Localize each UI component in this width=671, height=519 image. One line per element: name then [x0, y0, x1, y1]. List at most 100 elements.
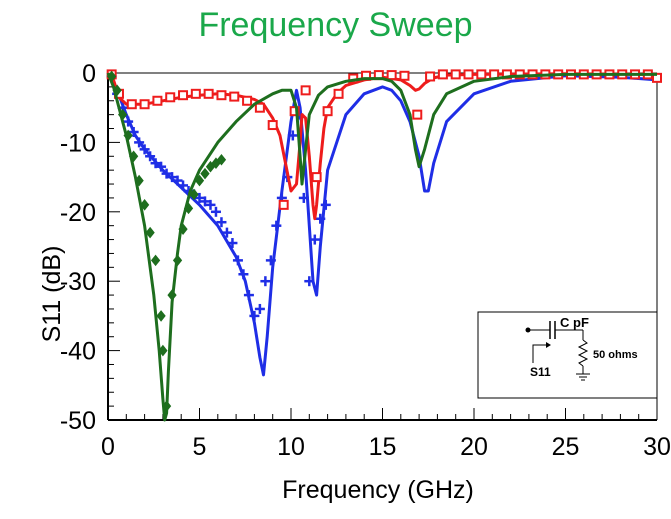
- plus-marker: [265, 255, 276, 266]
- diamond-marker: [117, 108, 128, 121]
- diamond-marker: [158, 344, 168, 357]
- plus-marker: [145, 151, 156, 162]
- square-marker: [412, 109, 423, 120]
- square-marker: [437, 69, 448, 80]
- plus-marker: [260, 276, 271, 287]
- plus-marker: [172, 175, 183, 186]
- resistor-symbol: [577, 339, 589, 367]
- green-series-line: [106, 72, 657, 422]
- chart-title: Frequency Sweep: [198, 6, 473, 44]
- square-marker: [165, 92, 176, 103]
- plus-marker: [243, 290, 254, 301]
- s11-arrow-icon: [532, 344, 546, 363]
- plus-marker: [210, 206, 221, 217]
- x-tick-label: 25: [552, 433, 580, 461]
- diamond-marker: [183, 202, 194, 215]
- plus-marker: [167, 172, 178, 183]
- plus-marker: [227, 238, 238, 249]
- axes: 0 5 10 15 20 25 30 0 -10 -20 -30 -40 -50: [60, 60, 671, 461]
- diamond-marker: [112, 84, 122, 97]
- diamond-marker: [145, 226, 155, 239]
- diamond-marker: [156, 310, 166, 322]
- square-marker: [203, 88, 214, 99]
- square-marker: [386, 70, 397, 81]
- square-marker: [216, 90, 227, 101]
- plus-marker: [216, 217, 227, 228]
- plus-marker: [123, 116, 134, 127]
- square-marker: [450, 69, 461, 80]
- diamond-marker: [178, 223, 188, 235]
- inset-frame: [477, 311, 658, 399]
- y-tick-label: -20: [60, 199, 96, 227]
- plus-marker: [194, 192, 205, 203]
- y-tick-label: -30: [60, 268, 96, 296]
- port-label: S11: [530, 365, 551, 379]
- resistor-label: 50 ohms: [593, 349, 638, 361]
- diamond-marker: [216, 153, 227, 166]
- plus-marker: [315, 213, 326, 224]
- y-tick-label: -10: [60, 129, 96, 157]
- square-marker: [476, 69, 487, 80]
- square-marker: [311, 172, 322, 183]
- diamond-marker: [107, 70, 117, 83]
- plus-marker: [161, 168, 172, 179]
- square-marker: [463, 69, 474, 80]
- y-tick-label: -40: [60, 338, 96, 366]
- plus-marker: [287, 130, 298, 141]
- plus-marker: [271, 220, 282, 231]
- diamond-marker: [134, 174, 144, 187]
- diamond-marker: [200, 167, 210, 180]
- diamond-marker: [194, 174, 205, 187]
- diamond-marker: [161, 400, 172, 412]
- plus-marker: [134, 137, 145, 148]
- diamond-marker: [150, 254, 161, 267]
- x-tick-label: 20: [460, 433, 488, 461]
- square-marker: [178, 90, 189, 101]
- square-marker: [425, 71, 436, 82]
- square-marker: [190, 88, 201, 99]
- plus-marker: [178, 180, 189, 191]
- circuit-inset: C pF 50 ohms S11: [477, 311, 658, 399]
- x-tick-label: 15: [369, 433, 397, 461]
- square-marker: [229, 91, 240, 102]
- diamond-marker: [167, 289, 177, 301]
- square-marker: [278, 199, 289, 210]
- plot-series: [106, 69, 662, 422]
- square-marker: [152, 95, 163, 106]
- y-tick-label: 0: [82, 60, 96, 88]
- y-tick-label: -50: [60, 407, 96, 435]
- plus-marker: [205, 199, 216, 210]
- diamond-marker: [189, 188, 199, 201]
- square-marker: [242, 95, 253, 106]
- plus-marker: [128, 126, 139, 137]
- square-marker: [300, 85, 311, 96]
- plus-marker: [298, 192, 309, 203]
- x-tick-label: 5: [193, 433, 207, 461]
- square-marker: [514, 69, 525, 80]
- square-marker: [399, 70, 410, 81]
- diamond-marker: [172, 254, 183, 267]
- diamond-marker: [123, 129, 133, 142]
- diamond-marker: [139, 199, 150, 211]
- x-tick-label: 0: [101, 433, 115, 461]
- plus-marker: [156, 161, 167, 172]
- square-marker: [254, 102, 265, 113]
- square-marker: [126, 99, 137, 110]
- plus-marker: [199, 196, 210, 207]
- x-axis-label: Frequency (GHz): [282, 476, 474, 504]
- square-marker: [289, 106, 300, 117]
- plus-marker: [254, 303, 265, 314]
- plus-marker: [238, 269, 249, 280]
- plus-marker: [304, 276, 315, 287]
- square-marker: [267, 120, 278, 131]
- square-marker: [139, 99, 150, 110]
- capacitor-label: C pF: [560, 315, 589, 330]
- plus-marker: [249, 310, 260, 321]
- diamond-marker: [128, 150, 139, 163]
- plus-marker: [221, 227, 232, 238]
- plus-marker: [150, 158, 161, 169]
- square-marker: [333, 88, 344, 99]
- square-marker: [322, 106, 333, 117]
- x-tick-label: 30: [643, 433, 671, 461]
